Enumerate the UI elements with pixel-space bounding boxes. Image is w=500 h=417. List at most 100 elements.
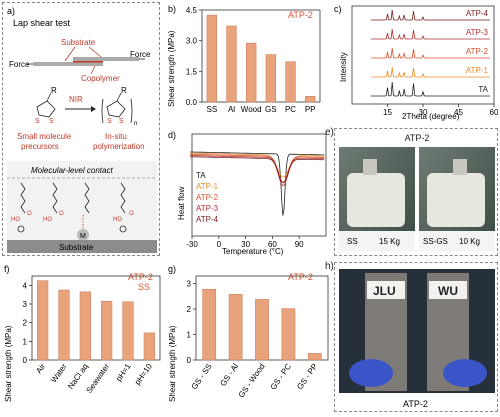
panel-f-axes-frame <box>31 275 161 361</box>
panel-b-axes-frame <box>201 9 321 103</box>
panel-b-legend: ATP-2 <box>288 10 313 20</box>
panel-a-schematic: a) Lap shear test Substrate Force Force … <box>7 6 157 253</box>
panel-d-xtick-label: 30 <box>241 240 250 249</box>
nir-label: NIR <box>69 95 83 104</box>
photo-1-caption-b: 15 Kg <box>379 237 400 246</box>
panel-g-xtick-label: GS - PC <box>269 362 294 392</box>
panel-d-xtick-label: 60 <box>268 240 277 249</box>
substrate-bottom-plate <box>33 62 103 66</box>
panel-g-xtick-label: GS - SS <box>190 362 214 391</box>
panel-h: h) JLU WU ATP-2 <box>325 261 498 412</box>
panel-g-bar <box>228 294 243 361</box>
glove-left <box>349 359 393 387</box>
panel-d-series-line <box>190 155 325 187</box>
force-right-label: Force <box>130 50 151 59</box>
photo-1-caption-a: SS <box>347 237 358 246</box>
svg-text:HO: HO <box>11 217 20 223</box>
panel-f-bar <box>143 332 155 361</box>
panel-b-bar-chart: b) ATP-2 Shear strength (MPa) 0.0 1.5 3.0 4… <box>167 4 321 114</box>
panel-h-photo: JLU WU ATP-2 <box>339 269 495 409</box>
panel-d-series-label: ATP-2 <box>196 193 219 202</box>
panel-f-ytick-label: 4 <box>23 281 28 290</box>
insitu-label-2: polymerization <box>93 142 145 151</box>
panel-f-bar <box>101 300 113 361</box>
panel-f-xtick-label: pH=1 <box>114 362 133 383</box>
small-molecule-label-1: Small molecule <box>17 132 72 141</box>
panel-c-xlabel: 2Theta (degree) <box>402 112 460 121</box>
panel-c-xtick-label: 60 <box>490 108 498 117</box>
panel-g-legend: ATP-2 <box>288 272 313 282</box>
panel-c-xtick-label: 15 <box>383 108 392 117</box>
substrate-bottom-label: Substrate <box>59 243 94 252</box>
label-tag-2-text: WU <box>438 284 458 298</box>
photo-1-caption-bg <box>339 231 415 251</box>
panel-c-xtick-label: 30 <box>419 108 428 117</box>
panel-c-series-label: TA <box>478 85 488 94</box>
panel-f-bar <box>79 291 91 361</box>
panel-h-caption: ATP-2 <box>403 399 428 409</box>
svg-text:HO: HO <box>113 217 122 223</box>
polymer-s-label-2: S <box>119 118 124 125</box>
panel-g-ytick-label: 1 <box>187 331 192 340</box>
ring-r-label: R <box>51 86 57 95</box>
panel-b-ytick-label: 3.0 <box>186 37 198 46</box>
panel-b-bar <box>226 25 237 103</box>
panel-g-bar <box>281 308 296 361</box>
panel-g-ytick-label: 0 <box>187 356 192 365</box>
panel-g-label: g) <box>168 264 176 274</box>
panel-d-axes-frame <box>191 133 327 237</box>
panel-b-bar <box>305 96 316 103</box>
small-molecule-label-2: precursors <box>21 142 59 151</box>
panel-d-series-label: ATP-3 <box>196 204 219 213</box>
panel-d-label: d) <box>168 130 176 140</box>
panel-g-xtick-label: GS - PP <box>295 362 319 391</box>
panel-c-series-line <box>370 81 490 97</box>
acid-group-labels: HO O HO O HO O <box>11 211 134 223</box>
panel-d-series-line <box>190 156 325 184</box>
panel-b-xtick-label: PP <box>305 105 316 114</box>
panel-f-legend-1: ATP-2 <box>128 272 153 282</box>
panel-d-ylabel: Heat flow <box>177 186 186 220</box>
photo-2-caption-b: 10 Kg <box>459 237 480 246</box>
metal-ion-icon <box>77 229 89 241</box>
panel-c-series-label: ATP-2 <box>466 47 489 56</box>
panel-d-series-label: ATP-1 <box>196 182 219 191</box>
panel-f-bar <box>122 301 134 361</box>
panel-a-label: a) <box>7 6 15 16</box>
panel-f-xtick-label: Air <box>34 362 47 375</box>
jug-2-handle <box>453 159 467 175</box>
panel-c-series-label: ATP-3 <box>466 28 489 37</box>
polymer-ring <box>101 92 133 124</box>
panel-b-bar <box>285 61 296 103</box>
panel-b-xtick-label: PC <box>285 105 296 114</box>
panel-b-bar <box>246 42 257 103</box>
panel-c-xrd-chart: c) Intensity 2Theta (degree) 15 30 45 60 ATP… <box>334 4 499 121</box>
panel-b-ytick-label: 1.5 <box>186 67 198 76</box>
label-tag-2 <box>429 281 467 299</box>
copolymer-pointer <box>90 65 96 75</box>
water-jug-2 <box>427 173 485 227</box>
panel-c-ylabel: Intensity <box>339 52 348 82</box>
substrate-top-plate <box>73 57 139 61</box>
photo-2-caption-a: SS-GS <box>423 237 448 246</box>
substrate-label: Substrate <box>61 38 96 47</box>
panel-c-series-line <box>370 9 490 21</box>
label-tag-1 <box>367 281 405 299</box>
acid-groups <box>17 182 127 233</box>
panel-f-bar <box>37 280 49 361</box>
panel-c-label: c) <box>334 4 342 14</box>
panel-f-ytick-label: 1 <box>23 337 28 346</box>
panel-g-bar <box>255 299 269 361</box>
panel-e-title: ATP-2 <box>404 133 430 143</box>
jug-1-handle <box>363 159 377 175</box>
panel-b-label: b) <box>168 4 176 14</box>
molecular-contact-label: Molecular-level contact <box>31 166 113 175</box>
panel-b: b) ATP-2 Shear strength (MPa) 0.0 1.5 3.0 4… <box>166 2 326 122</box>
panel-d-dsc-chart: d) Heat flow Temperature (°C) -30 0 30 60 90… <box>168 130 327 256</box>
panel-f-bar-chart: f) ATP-2 SS Shear strength (MPa) 0 1 2 3 4 Ai… <box>4 264 161 402</box>
panel-g-ytick-label: 3 <box>187 280 192 289</box>
svg-text:HO: HO <box>43 217 52 223</box>
label-tag-1-text: JLU <box>373 284 396 298</box>
panel-a-title: Lap shear test <box>13 18 71 28</box>
panel-c-series-line <box>370 28 490 40</box>
